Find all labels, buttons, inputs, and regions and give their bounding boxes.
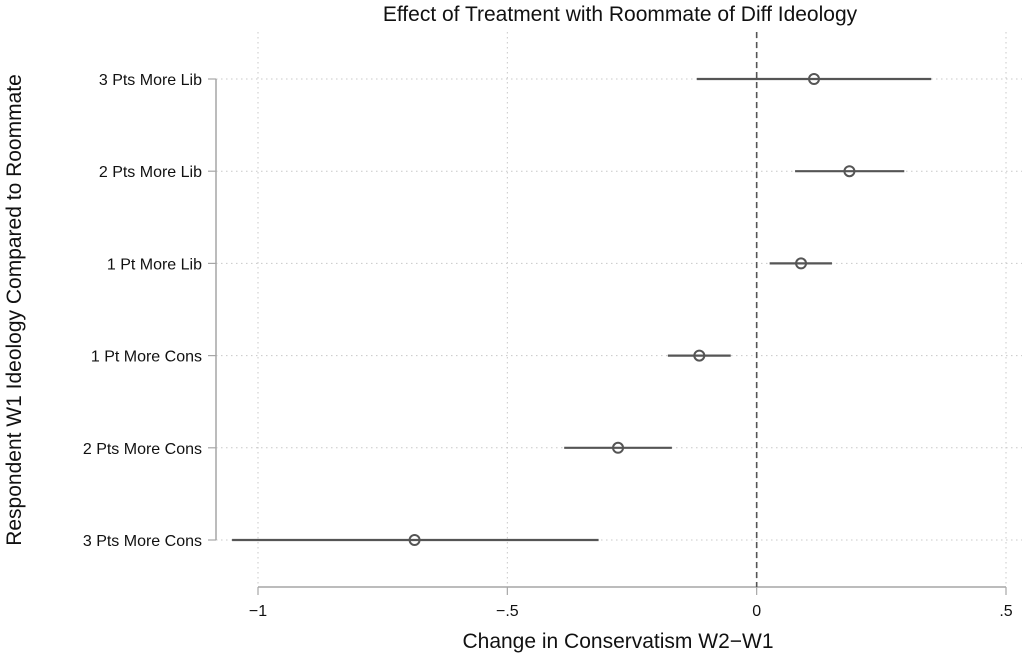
grid xyxy=(216,32,1022,587)
y-tick-label: 2 Pts More Lib xyxy=(99,164,202,181)
x-tick-label: .5 xyxy=(999,603,1012,620)
point-estimate xyxy=(408,534,421,546)
y-tick-label: 2 Pts More Cons xyxy=(83,441,202,458)
point-estimate xyxy=(693,349,706,362)
point-estimate xyxy=(808,73,821,85)
y-tick-label: 3 Pts More Cons xyxy=(83,533,202,550)
x-axis-label: Change in Conservatism W2−W1 xyxy=(462,630,773,653)
point-estimate xyxy=(612,441,625,454)
marks xyxy=(232,32,932,587)
y-tick-label: 1 Pt More Lib xyxy=(107,256,202,273)
x-tick-label: −.5 xyxy=(496,603,519,620)
point-estimate xyxy=(795,257,808,270)
chart-title: Effect of Treatment with Roommate of Dif… xyxy=(383,3,858,26)
x-tick-label: 0 xyxy=(752,603,761,620)
x-tick-label: −1 xyxy=(249,603,267,620)
point-estimate xyxy=(843,165,856,178)
y-axis-label: Respondent W1 Ideology Compared to Roomm… xyxy=(3,74,26,546)
axes: −1 −.5 0 .5 3 Pts More Lib 2 Pts More Lib 1 Pt… xyxy=(83,72,1013,620)
y-tick-label: 1 Pt More Cons xyxy=(91,349,202,366)
y-tick-label: 3 Pts More Lib xyxy=(99,72,202,89)
